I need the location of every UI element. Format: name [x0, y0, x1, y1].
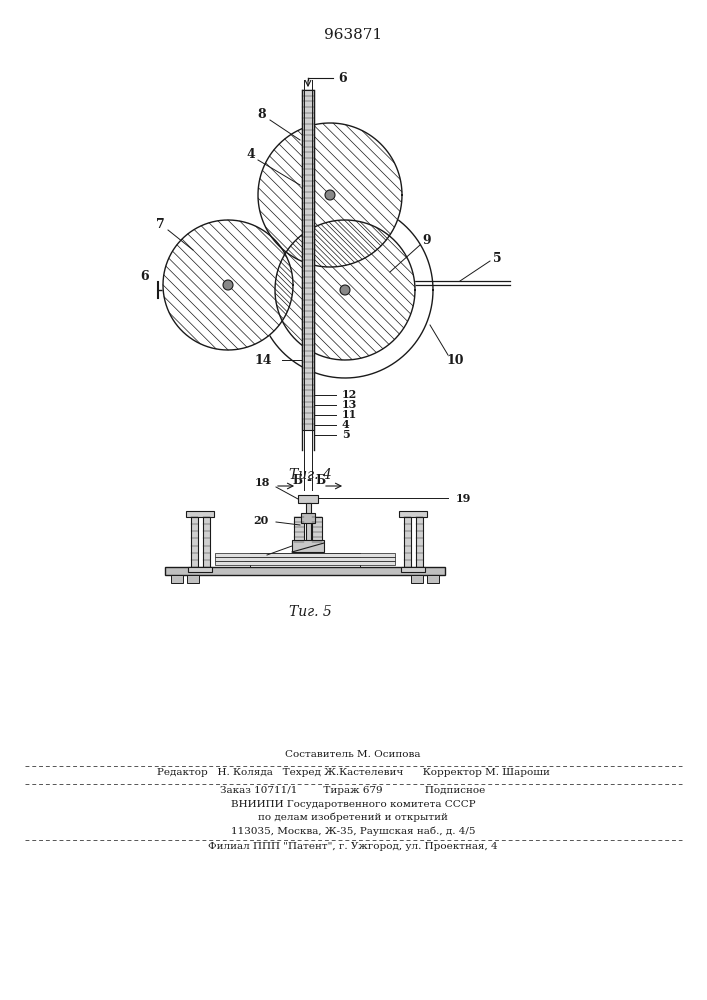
Text: 13: 13 — [342, 399, 357, 410]
Text: Редактор   Н. Коляда   Техред Ж.Кастелевич      Корректор М. Шароши: Редактор Н. Коляда Техред Ж.Кастелевич К… — [156, 768, 549, 777]
Bar — [215, 561, 395, 564]
Text: Б - Б: Б - Б — [293, 474, 327, 487]
Text: 11: 11 — [342, 410, 357, 420]
Bar — [306, 503, 311, 550]
Text: 6: 6 — [141, 269, 149, 282]
Bar — [250, 563, 360, 567]
Text: 10: 10 — [446, 354, 464, 366]
Text: 4: 4 — [342, 420, 350, 430]
Polygon shape — [257, 202, 433, 378]
Bar — [250, 553, 360, 557]
Text: 12: 12 — [342, 389, 357, 400]
Bar — [298, 495, 318, 503]
Text: по делам изобретений и открытий: по делам изобретений и открытий — [258, 813, 448, 822]
Bar — [203, 517, 210, 567]
Text: 5: 5 — [342, 430, 350, 440]
Bar — [186, 511, 214, 517]
Circle shape — [223, 280, 233, 290]
Bar — [427, 575, 439, 583]
Bar — [191, 517, 198, 567]
Bar — [292, 540, 324, 552]
Bar — [399, 511, 427, 517]
Circle shape — [325, 190, 335, 200]
Bar — [312, 517, 322, 547]
Text: Составитель М. Осипова: Составитель М. Осипова — [285, 750, 421, 759]
Text: 18: 18 — [255, 478, 270, 488]
Text: Τиг. 4: Τиг. 4 — [288, 468, 332, 482]
Polygon shape — [275, 220, 415, 360]
Bar — [187, 575, 199, 583]
Text: 19: 19 — [456, 492, 472, 504]
Text: 5: 5 — [493, 251, 501, 264]
Text: Заказ 10711/1        Тираж 679             Подписное: Заказ 10711/1 Тираж 679 Подписное — [221, 786, 486, 795]
Text: 7: 7 — [156, 219, 164, 232]
Text: 8: 8 — [257, 108, 267, 121]
Text: Филиал ППП "Патент", г. Ужгород, ул. Проектная, 4: Филиал ППП "Патент", г. Ужгород, ул. Про… — [208, 842, 498, 851]
Bar — [401, 567, 425, 572]
Text: 20: 20 — [252, 514, 268, 526]
Bar — [416, 517, 423, 567]
Text: Τиг. 5: Τиг. 5 — [288, 605, 332, 619]
Bar — [171, 575, 183, 583]
Text: 113035, Москва, Ж-35, Раушская наб., д. 4/5: 113035, Москва, Ж-35, Раушская наб., д. … — [230, 826, 475, 836]
Text: 9: 9 — [423, 233, 431, 246]
Text: 4: 4 — [247, 148, 255, 161]
Circle shape — [340, 285, 350, 295]
Text: 14: 14 — [255, 354, 272, 366]
Bar — [294, 517, 304, 547]
Polygon shape — [258, 123, 402, 267]
Text: 6: 6 — [339, 72, 347, 85]
Text: 21: 21 — [244, 552, 259, 564]
Bar — [165, 567, 445, 575]
Text: ВНИИПИ Государотвенного комитета СССР: ВНИИПИ Государотвенного комитета СССР — [230, 800, 475, 809]
Bar — [188, 567, 212, 572]
Polygon shape — [163, 220, 293, 350]
Bar — [215, 557, 395, 560]
Bar — [302, 90, 314, 430]
Bar — [250, 558, 360, 562]
Bar — [215, 553, 395, 556]
Text: 963871: 963871 — [324, 28, 382, 42]
Bar — [411, 575, 423, 583]
Bar — [404, 517, 411, 567]
Bar — [301, 513, 315, 523]
